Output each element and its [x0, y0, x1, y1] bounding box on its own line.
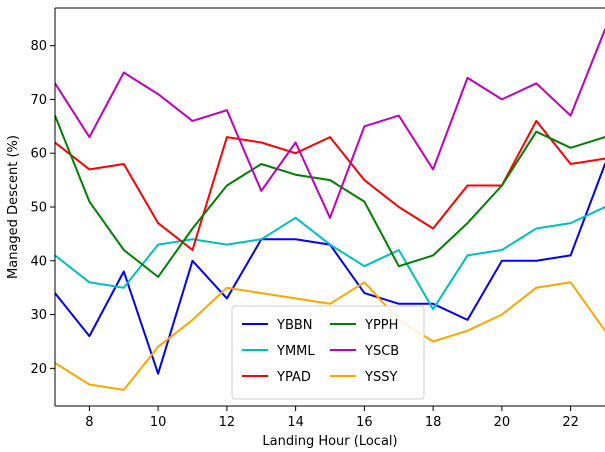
y-tick-label: 30 [30, 308, 47, 323]
y-tick-label: 40 [30, 254, 47, 269]
y-tick-label: 70 [30, 93, 47, 108]
series-line-ymml [55, 206, 605, 311]
legend-label-ybbn: YBBN [276, 318, 313, 333]
legend-label-yscb: YSCB [364, 344, 399, 359]
x-tick-label: 8 [85, 415, 93, 430]
y-tick-label: 60 [30, 147, 47, 162]
y-axis-title: Managed Descent (%) [6, 135, 21, 279]
y-tick-label: 20 [30, 362, 47, 377]
legend-box [231, 305, 425, 400]
x-tick-label: 12 [219, 415, 236, 430]
legend-label-yssy: YSSY [364, 370, 397, 385]
x-axis-title: Landing Hour (Local) [262, 434, 397, 449]
series-line-yssy [55, 281, 605, 391]
x-tick-label: 10 [150, 415, 167, 430]
x-tick-label: 22 [562, 415, 579, 430]
y-tick-label: 50 [30, 201, 47, 216]
series-line-ypph [55, 114, 605, 278]
x-tick-label: 14 [287, 415, 304, 430]
x-tick-label: 16 [356, 415, 373, 430]
legend-label-ypad: YPAD [276, 370, 311, 385]
y-tick-label: 80 [30, 39, 47, 54]
series-line-yscb [55, 28, 605, 219]
x-tick-label: 20 [494, 415, 511, 430]
legend-label-ypph: YPPH [364, 318, 398, 333]
x-tick-label: 18 [425, 415, 442, 430]
legend-label-ymml: YMML [276, 344, 315, 359]
legend: YBBN YMML YPAD YPPH YSCB YSSY [231, 305, 425, 400]
x-axis-ticks: 8 10 12 14 16 18 20 22 [85, 406, 579, 430]
series-layer [55, 28, 605, 391]
series-line-ypad [55, 119, 605, 251]
y-axis-ticks: 20 30 40 50 60 70 80 [30, 39, 55, 377]
